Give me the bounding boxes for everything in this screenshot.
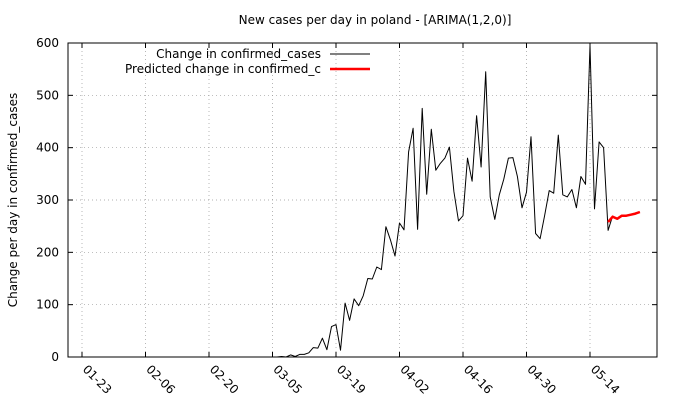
x-tick-label: 03-19: [334, 362, 369, 397]
x-tick-label: 05-14: [588, 362, 623, 397]
x-tick-label: 04-30: [524, 362, 559, 397]
y-tick-label: 200: [36, 245, 59, 259]
y-axis-ticks: 0 100 200 300 400 500 600: [36, 36, 657, 364]
x-tick-label: 02-06: [143, 362, 178, 397]
y-axis-label: Change per day in confirmed_cases: [6, 93, 20, 308]
y-tick-label: 300: [36, 193, 59, 207]
series-line-predicted: [607, 210, 641, 223]
x-tick-label: 03-05: [270, 362, 305, 397]
x-axis-ticks: 01-23 02-06 02-20 03-05 03-19 04-02 04-16 04-30…: [80, 43, 623, 397]
plot-frame: [67, 42, 658, 358]
y-tick-label: 500: [36, 88, 59, 102]
series-lines: [82, 45, 641, 358]
series-line-confirmed: [82, 45, 614, 358]
grid: [68, 43, 657, 357]
x-tick-label: 01-23: [80, 362, 115, 397]
y-tick-label: 600: [36, 36, 59, 50]
chart-title: New cases per day in poland - [ARIMA(1,2…: [239, 13, 512, 27]
x-tick-label: 04-02: [397, 362, 432, 397]
x-tick-label: 02-20: [207, 362, 242, 397]
legend-label: Predicted change in confirmed_c: [125, 62, 321, 76]
y-tick-label: 400: [36, 141, 59, 155]
x-tick-label: 04-16: [461, 362, 496, 397]
y-tick-label: 0: [51, 350, 59, 364]
y-tick-label: 100: [36, 298, 59, 312]
legend-label: Change in confirmed_cases: [156, 47, 321, 61]
